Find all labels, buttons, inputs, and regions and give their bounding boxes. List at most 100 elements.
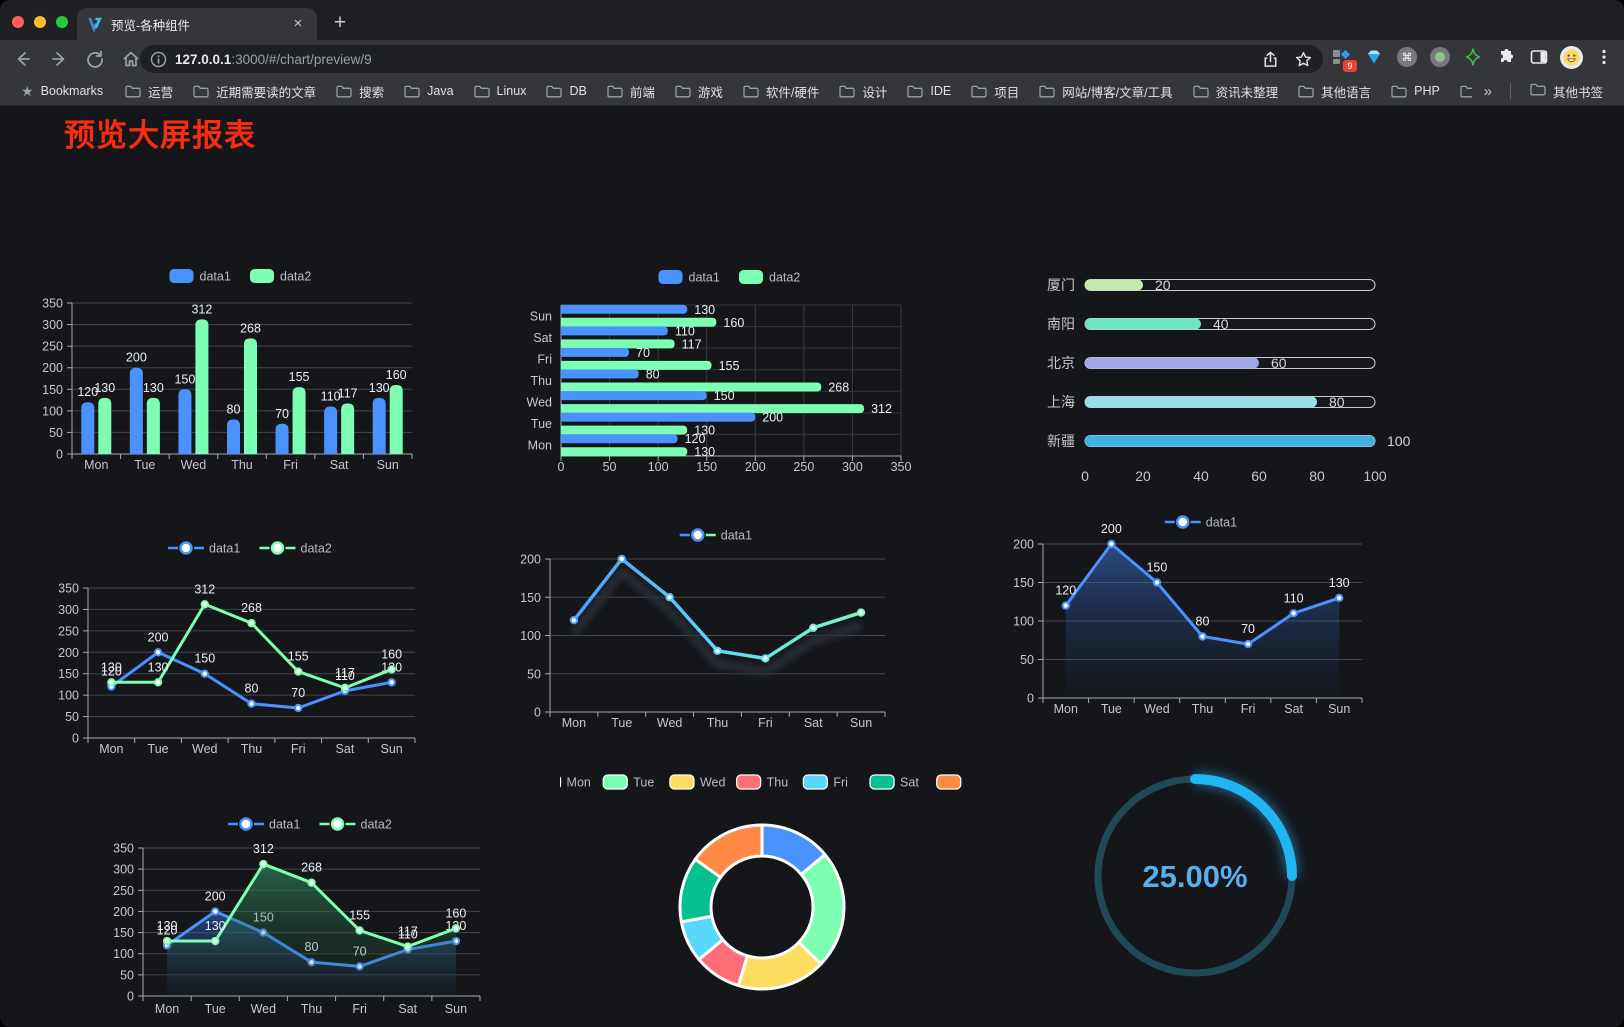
bookmark-item[interactable]: 软件/硬件 — [734, 80, 828, 103]
bookmark-star-icon[interactable] — [1294, 50, 1313, 69]
folder-icon — [675, 85, 691, 98]
address-bar[interactable]: 127.0.0.1:3000/#/chart/preview/9 — [140, 45, 1323, 73]
svg-text:Wed: Wed — [700, 776, 726, 790]
bookmark-label: Java — [427, 84, 454, 98]
forward-button[interactable] — [46, 46, 72, 72]
area-fill — [1065, 544, 1340, 698]
bookmark-item[interactable]: 前端 — [598, 80, 664, 103]
folder-icon — [907, 85, 923, 98]
bookmarks-overflow-chevron[interactable]: » — [1483, 82, 1492, 100]
svg-text:120: 120 — [1055, 584, 1076, 598]
browser-tab[interactable]: 预览-各种组件 × — [77, 8, 317, 40]
bookmark-label: 设计 — [862, 85, 888, 100]
bookmark-item[interactable]: 搜索 — [327, 80, 393, 103]
bookmark-label: 搜索 — [359, 85, 385, 100]
bookmark-item[interactable]: 资讯未整理 — [1184, 80, 1288, 103]
svg-text:Sun: Sun — [445, 1002, 467, 1016]
bookmark-item[interactable]: 其他语言 — [1289, 80, 1380, 103]
svg-text:155: 155 — [349, 908, 370, 922]
data-point — [107, 678, 116, 687]
minimize-window-button[interactable] — [34, 16, 46, 28]
share-icon[interactable] — [1261, 50, 1280, 69]
bar — [561, 369, 639, 379]
bookmark-item[interactable]: Linux — [465, 82, 536, 100]
svg-text:Sun: Sun — [377, 458, 399, 472]
svg-text:155: 155 — [289, 370, 310, 384]
svg-text:130: 130 — [369, 381, 390, 395]
bookmark-item[interactable]: 网站/博客/文章/工具 — [1030, 80, 1181, 103]
bookmark-label: 其他语言 — [1321, 85, 1372, 100]
bookmarks-root[interactable]: ★ Bookmarks — [12, 81, 112, 102]
svg-text:100: 100 — [42, 404, 63, 418]
bookmark-item[interactable]: PHP — [1382, 82, 1449, 100]
svg-text:50: 50 — [49, 426, 63, 440]
extension-record-icon[interactable] — [1428, 45, 1452, 69]
close-window-button[interactable] — [12, 16, 24, 28]
svg-text:Tue: Tue — [148, 742, 169, 756]
extension-command-icon[interactable]: ⌘ — [1395, 45, 1419, 69]
legend-marker — [1176, 515, 1190, 529]
svg-text:厦门: 厦门 — [1047, 277, 1075, 293]
chart-multi-line[interactable]: 0 50 100 150 200 250 300 350 Mon Tue Wed Thu Fri Sat S… — [40, 531, 460, 764]
menu-kebab-icon[interactable] — [1592, 45, 1616, 69]
bookmark-item[interactable]: IDE — [898, 82, 960, 100]
bookmark-item[interactable]: Java — [395, 82, 462, 100]
chart-grouped-bar[interactable]: 0 50 100 150 200 250 300 350 Mon Tue Wed Thu Fri Sat S… — [40, 252, 460, 481]
bookmark-item[interactable]: 项目 — [962, 80, 1028, 103]
svg-text:25.00%: 25.00% — [1142, 859, 1247, 894]
home-button[interactable] — [118, 46, 144, 72]
chart-multi-area[interactable]: 0 50 100 150 200 250 300 350 Mon Tue Wed Thu Fri Sat S… — [100, 806, 520, 1027]
reload-button[interactable] — [82, 46, 108, 72]
svg-text:data1: data1 — [200, 270, 231, 284]
bookmark-item[interactable]: 运营 — [116, 80, 182, 103]
window-controls — [12, 16, 68, 28]
extension-star-icon[interactable] — [1461, 45, 1485, 69]
site-info-icon[interactable] — [150, 51, 167, 68]
svg-text:130: 130 — [694, 445, 715, 459]
data-point — [569, 616, 579, 625]
maximize-window-button[interactable] — [56, 16, 68, 28]
data-point — [1107, 539, 1116, 549]
chart-single-area[interactable]: 0 50 100 150 200 Mon Tue Wed Thu Fri Sat Sun 120 200 1… — [985, 494, 1385, 721]
svg-text:50: 50 — [1020, 653, 1034, 667]
chart-canvas: 0 50 100 150 200 250 300 350 Mon Tue Wed Thu Fri Sat S… — [58, 541, 416, 756]
svg-text:40: 40 — [1193, 468, 1209, 484]
bookmark-label: 软件/硬件 — [765, 85, 820, 100]
back-button[interactable] — [10, 46, 36, 72]
new-tab-button[interactable]: + — [333, 11, 347, 34]
chart-progress-bars[interactable]: 厦门 20 南阳 40 北京 60 上海 80 新疆 100 0 20 40 60 80 100 — [985, 256, 1415, 501]
svg-text:Mon: Mon — [155, 1002, 179, 1016]
bookmark-item[interactable]: DB — [537, 82, 595, 100]
data-point — [1289, 609, 1298, 618]
extension-grid-icon[interactable]: 9 — [1329, 45, 1357, 72]
bookmarks-list: 运营 近期需要读的文章 搜索 Java Linux DB 前端 游戏 软件/硬件 设计 IDE 项目 网… — [116, 80, 1472, 103]
data-point — [713, 646, 722, 656]
page-title: 预览大屏报表 — [64, 118, 256, 153]
bar — [561, 404, 865, 414]
chart-horizontal-bar[interactable]: 0 50 100 150 200 250 300 350 Sun 130 160 Sat 110 117 F… — [500, 256, 920, 485]
extension-diamond-icon[interactable] — [1362, 45, 1386, 69]
extensions-puzzle-icon[interactable] — [1494, 45, 1518, 69]
folder-icon — [125, 85, 141, 98]
bookmark-item[interactable]: 游戏 — [666, 80, 732, 103]
data-point — [617, 554, 626, 564]
folder-icon — [1391, 85, 1407, 98]
bookmark-item[interactable]: 近期需要读的文章 — [184, 80, 325, 103]
svg-text:Fri: Fri — [758, 716, 773, 730]
svg-text:312: 312 — [871, 402, 892, 416]
svg-text:160: 160 — [386, 368, 407, 382]
bookmark-item[interactable]: 文件服务器 — [1451, 80, 1472, 103]
svg-text:Sat: Sat — [330, 458, 349, 472]
other-bookmarks[interactable]: 其他书签 — [1521, 80, 1612, 103]
chart-gradient-line[interactable]: 0 50 100 150 200 Mon Tue Wed Thu Fri Sat Sun data1 — [505, 506, 905, 739]
profile-avatar[interactable] — [1560, 45, 1583, 69]
svg-text:110: 110 — [398, 927, 418, 941]
svg-text:data1: data1 — [269, 818, 300, 832]
bookmark-item[interactable]: 设计 — [830, 80, 896, 103]
chart-gauge[interactable]: 25.00% — [1080, 758, 1320, 998]
svg-text:Wed: Wed — [1144, 702, 1170, 716]
side-panel-icon[interactable] — [1527, 45, 1551, 69]
tab-close-icon[interactable]: × — [293, 15, 303, 32]
bar — [324, 406, 338, 454]
